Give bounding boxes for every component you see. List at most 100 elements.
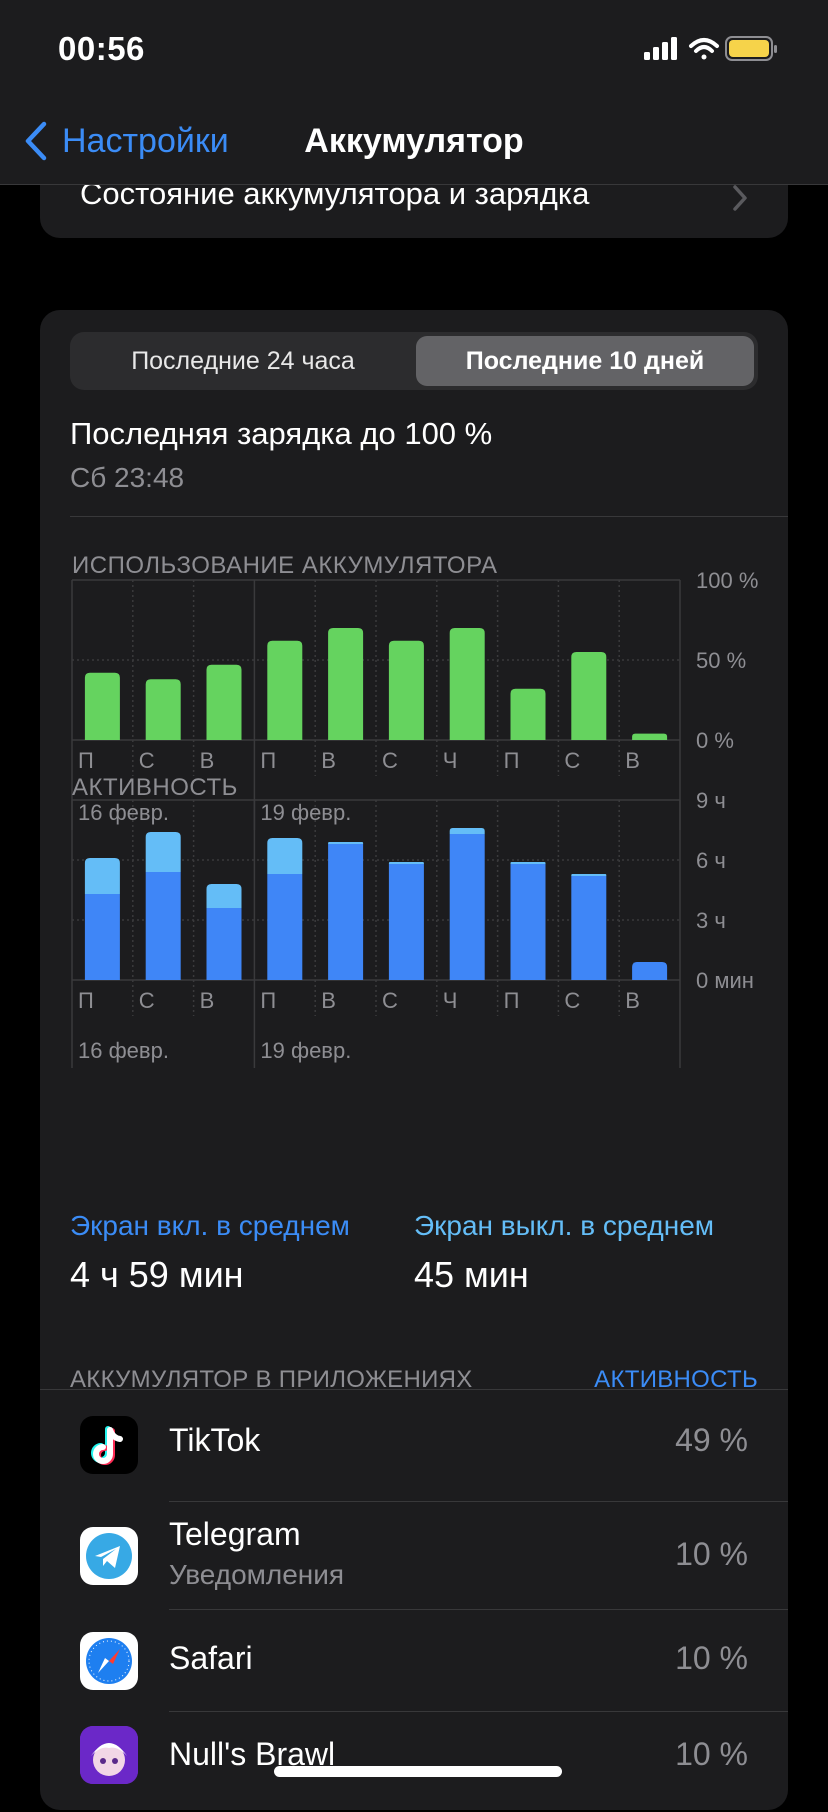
app-row-telegram[interactable]: Telegram Уведомления 10 %: [40, 1502, 788, 1610]
bar-screen-on: [84, 894, 120, 980]
last-charge-time: Сб 23:48: [70, 462, 185, 493]
app-percent: 49 %: [675, 1422, 748, 1458]
back-button[interactable]: Настройки: [24, 118, 229, 164]
battery-usage-section-title: ИСПОЛЬЗОВАНИЕ АККУМУЛЯТОРА: [72, 552, 498, 579]
x-tick-label: П: [504, 748, 520, 773]
bar-screen-off: [145, 832, 181, 872]
app-name: Safari: [169, 1640, 253, 1676]
y-tick-label: 0 мин: [696, 968, 754, 993]
x-tick-label: В: [200, 988, 215, 1013]
status-icons: [644, 34, 794, 64]
app-row-safari[interactable]: Safari 10 %: [40, 1610, 788, 1712]
bar-screen-on: [571, 876, 607, 980]
screen-off-average-value: 45 мин: [414, 1254, 529, 1295]
y-tick-label: 50 %: [696, 648, 746, 673]
bar-screen-on: [206, 908, 242, 980]
bar-screen-off: [84, 858, 120, 894]
bar-screen-off: [267, 838, 303, 874]
divider: [169, 1711, 788, 1712]
bar: [632, 733, 668, 740]
page-title: Аккумулятор: [304, 122, 524, 160]
app-name: TikTok: [169, 1422, 261, 1458]
divider: [169, 1609, 788, 1610]
app-percent: 10 %: [675, 1536, 748, 1572]
x-tick-label: С: [382, 748, 398, 773]
x-tick-label: П: [78, 988, 94, 1013]
bar-screen-off: [206, 884, 242, 908]
divider: [40, 1389, 788, 1390]
screen-off-average-label: Экран выкл. в среднем: [414, 1210, 715, 1241]
segment-last-10-days[interactable]: Последние 10 дней: [416, 336, 754, 386]
x-tick-label: П: [260, 988, 276, 1013]
bar: [206, 664, 242, 740]
screen-on-average-value: 4 ч 59 мин: [70, 1254, 244, 1295]
x-tick-label: Ч: [443, 988, 458, 1013]
bar: [145, 679, 181, 740]
bar-screen-on: [328, 844, 364, 980]
date-label: 19 февр.: [260, 800, 351, 825]
telegram-icon: [80, 1527, 138, 1585]
bar-screen-on: [510, 864, 546, 980]
bar: [328, 628, 364, 740]
navigation-bar: 00:56 Настройки Аккумул: [0, 0, 828, 185]
x-tick-label: С: [139, 988, 155, 1013]
app-name: Telegram: [169, 1516, 301, 1552]
app-row-tiktok[interactable]: TikTok 49 %: [40, 1390, 788, 1502]
x-tick-label: С: [382, 988, 398, 1013]
x-tick-label: С: [564, 988, 580, 1013]
x-tick-label: В: [625, 988, 640, 1013]
bar-screen-off: [449, 828, 485, 834]
status-time: 00:56: [58, 30, 145, 67]
chart-bars: [84, 628, 668, 740]
app-percent: 10 %: [675, 1736, 748, 1772]
home-indicator[interactable]: [274, 1766, 562, 1777]
battery-usage-chart: 100 % 50 % 0 % П С В П В С Ч П С В 16 февр. 19 февр.: [71, 568, 758, 830]
bar-screen-on: [145, 872, 181, 980]
safari-icon: [80, 1632, 138, 1690]
show-activity-button[interactable]: АКТИВНОСТЬ: [594, 1366, 758, 1393]
bar: [510, 688, 546, 740]
x-tick-label: С: [139, 748, 155, 773]
bar: [571, 652, 607, 740]
bar-screen-off: [510, 862, 546, 864]
x-tick-label: В: [321, 748, 336, 773]
app-row-nulls-brawl[interactable]: Null's Brawl 10 %: [40, 1712, 788, 1812]
x-tick-label: В: [625, 748, 640, 773]
divider: [70, 516, 788, 517]
activity-chart: 9 ч 6 ч 3 ч 0 мин П С В П В С Ч П С В 16 февр. 19 февр.: [71, 788, 754, 1068]
bar: [449, 628, 485, 740]
x-tick-label: П: [504, 988, 520, 1013]
segment-last-24-hours[interactable]: Последние 24 часа: [131, 347, 355, 375]
battery-usage-card: Последние 24 часа Последние 10 дней Посл…: [40, 310, 788, 1810]
bar-screen-on: [267, 874, 303, 980]
last-charge-title: Последняя зарядка до 100 %: [70, 416, 493, 451]
bar-screen-on: [632, 962, 668, 980]
screen-on-average-label: Экран вкл. в среднем: [70, 1210, 350, 1241]
y-tick-label: 6 ч: [696, 848, 726, 873]
y-tick-label: 3 ч: [696, 908, 726, 933]
y-tick-label: 9 ч: [696, 788, 726, 813]
activity-section-title: АКТИВНОСТЬ: [72, 774, 238, 801]
tiktok-icon: [80, 1416, 138, 1474]
x-tick-label: В: [321, 988, 336, 1013]
bar-screen-on: [449, 834, 485, 980]
bar: [267, 640, 303, 740]
x-tick-label: П: [260, 748, 276, 773]
bar-screen-off: [571, 874, 607, 876]
app-subtitle: Уведомления: [169, 1559, 345, 1590]
back-label: Настройки: [62, 121, 229, 160]
y-tick-label: 0 %: [696, 728, 734, 753]
x-tick-label: В: [200, 748, 215, 773]
apps-section-title: АККУМУЛЯТОР В ПРИЛОЖЕНИЯХ: [70, 1366, 473, 1393]
nulls-brawl-icon: [80, 1726, 138, 1784]
x-tick-label: П: [78, 748, 94, 773]
x-tick-label: Ч: [443, 748, 458, 773]
bar-screen-off: [388, 862, 424, 864]
period-segmented-control: Последние 24 часа Последние 10 дней: [70, 332, 758, 390]
cellular-signal-icon: [644, 37, 677, 60]
bar-screen-on: [388, 864, 424, 980]
x-tick-label: С: [564, 748, 580, 773]
bar: [84, 672, 120, 740]
wifi-icon: [689, 38, 719, 60]
app-percent: 10 %: [675, 1640, 748, 1676]
